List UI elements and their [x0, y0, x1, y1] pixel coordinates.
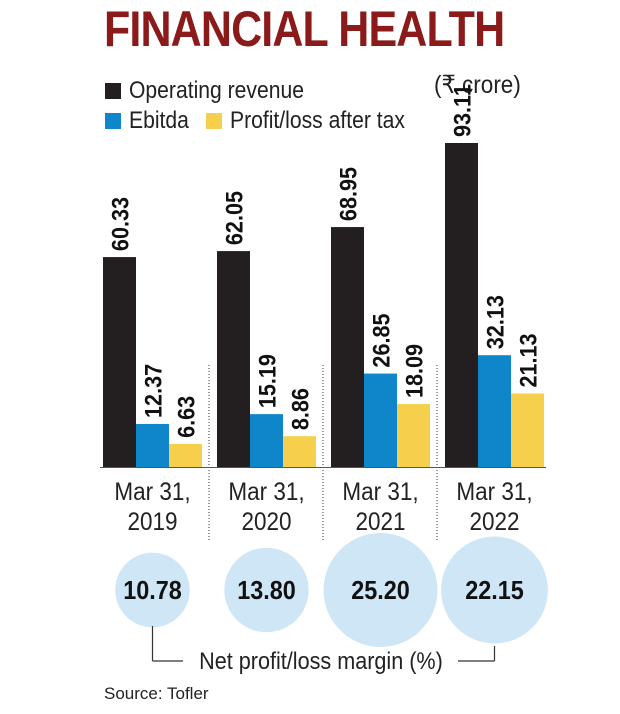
legend-label-ebitda: Ebitda	[129, 107, 189, 134]
legend-label-profit-loss-after-tax: Profit/loss after tax	[230, 107, 405, 134]
data-label-profit-loss-after-tax-2: 8.86	[286, 388, 313, 430]
category-label-1: 2019	[127, 508, 177, 536]
margin-value-2: 13.80	[237, 577, 296, 605]
category-label-4: 2022	[469, 508, 519, 536]
data-label-profit-loss-after-tax-3: 18.09	[400, 344, 427, 398]
margin-circle-1	[115, 552, 190, 628]
category-label-3: Mar 31,	[342, 478, 418, 506]
chart-title: FINANCIAL HEALTH	[104, 1, 505, 57]
margin-circle-2	[224, 547, 309, 633]
data-label-profit-loss-after-tax-4: 21.13	[514, 333, 541, 387]
data-label-ebitda-4: 32.13	[481, 295, 508, 349]
legend-label-operating-revenue: Operating revenue	[129, 77, 304, 104]
data-label-ebitda-3: 26.85	[367, 313, 394, 367]
category-label-1: Mar 31,	[114, 478, 190, 506]
bar-profit-loss-after-tax-2	[283, 436, 316, 467]
data-label-ebitda-2: 15.19	[253, 354, 280, 408]
margin-value-3: 25.20	[351, 577, 410, 605]
data-label-operating-revenue-4: 93.11	[448, 84, 475, 137]
bar-operating-revenue-2	[217, 251, 250, 467]
margin-circle-3	[323, 533, 438, 647]
bar-operating-revenue-3	[331, 227, 364, 467]
legend-item-ebitda: Ebitda	[105, 107, 197, 135]
category-label-4: Mar 31,	[456, 478, 532, 506]
net-margin-label: Net profit/loss margin (%)	[199, 647, 443, 674]
bar-profit-loss-after-tax-4	[511, 393, 544, 467]
category-label-2: Mar 31,	[228, 478, 304, 506]
source-note: Source: Tofler	[104, 684, 209, 703]
bar-profit-loss-after-tax-1	[169, 443, 202, 467]
bar-ebitda-1	[136, 423, 169, 467]
data-label-operating-revenue-2: 62.05	[220, 191, 247, 245]
bar-ebitda-2	[250, 414, 283, 467]
margin-circle-4	[441, 536, 548, 644]
bar-ebitda-4	[478, 355, 511, 467]
margin-value-1: 10.78	[123, 577, 182, 605]
bar-profit-loss-after-tax-3	[397, 404, 430, 467]
data-label-operating-revenue-1: 60.33	[106, 197, 133, 251]
margin-value-4: 22.15	[465, 577, 524, 605]
bar-operating-revenue-4	[445, 143, 478, 467]
category-label-3: 2021	[355, 508, 405, 536]
legend-swatch-profit-loss-after-tax	[206, 113, 222, 129]
legend-swatch-operating-revenue	[105, 83, 121, 99]
legend-item-profit-loss-after-tax: Profit/loss after tax	[206, 107, 429, 135]
legend-item-operating-revenue: Operating revenue	[105, 77, 328, 105]
data-label-ebitda-1: 12.37	[139, 364, 166, 418]
legend-swatch-ebitda	[105, 113, 121, 129]
bar-operating-revenue-1	[103, 257, 136, 467]
data-label-operating-revenue-3: 68.95	[334, 167, 361, 221]
data-label-profit-loss-after-tax-1: 6.63	[172, 396, 199, 438]
unit-label: (₹ crore)	[434, 71, 521, 99]
bar-ebitda-3	[364, 373, 397, 467]
category-label-2: 2020	[241, 508, 291, 536]
